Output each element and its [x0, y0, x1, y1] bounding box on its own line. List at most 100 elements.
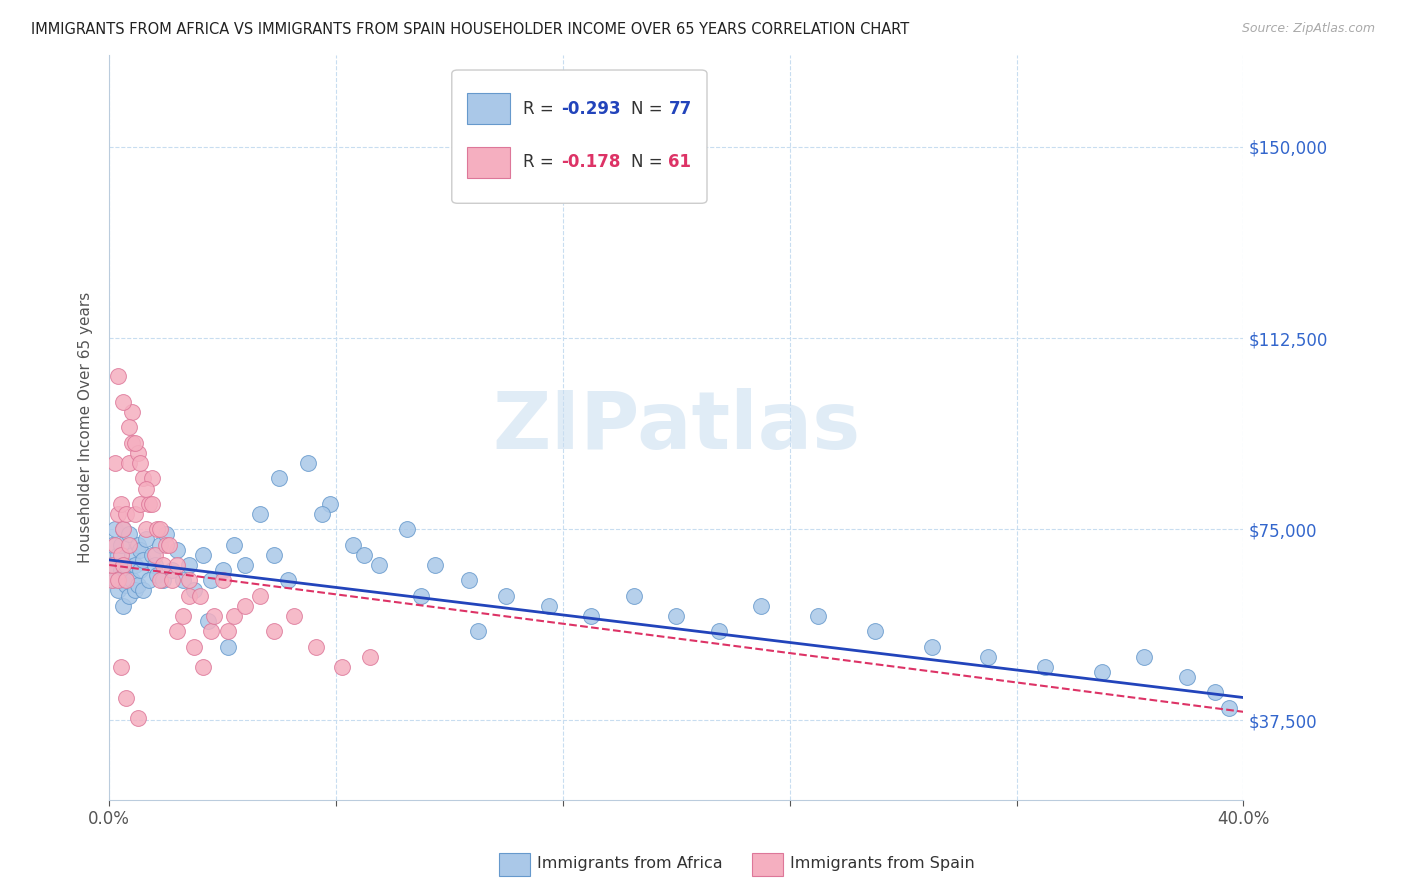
Text: IMMIGRANTS FROM AFRICA VS IMMIGRANTS FROM SPAIN HOUSEHOLDER INCOME OVER 65 YEARS: IMMIGRANTS FROM AFRICA VS IMMIGRANTS FRO…: [31, 22, 910, 37]
FancyBboxPatch shape: [451, 70, 707, 203]
Point: [152, 558, 174, 572]
Point: [537, 599, 560, 613]
Point: [141, 471, 163, 485]
Point: [132, 553, 155, 567]
Point: [110, 563, 132, 577]
Point: [411, 589, 433, 603]
Point: [121, 574, 143, 588]
Text: -0.178: -0.178: [561, 153, 620, 171]
Point: [319, 497, 342, 511]
Point: [149, 538, 172, 552]
Point: [211, 563, 233, 577]
Point: [112, 574, 135, 588]
Point: [623, 589, 645, 603]
Point: [211, 574, 233, 588]
Point: [305, 640, 328, 654]
Point: [135, 533, 157, 547]
Point: [124, 558, 146, 572]
Point: [101, 558, 124, 572]
Text: 77: 77: [668, 100, 692, 118]
Point: [107, 507, 129, 521]
Point: [118, 589, 141, 603]
Point: [177, 589, 200, 603]
Point: [183, 640, 205, 654]
Point: [146, 568, 169, 582]
Point: [107, 548, 129, 562]
Point: [467, 624, 489, 639]
Point: [104, 522, 127, 536]
Text: N =: N =: [631, 100, 668, 118]
Point: [141, 548, 163, 562]
Point: [110, 660, 132, 674]
Point: [101, 558, 124, 572]
Point: [129, 563, 152, 577]
Point: [249, 507, 271, 521]
Point: [235, 599, 257, 613]
Point: [395, 522, 418, 536]
Point: [132, 583, 155, 598]
Point: [118, 538, 141, 552]
Point: [112, 558, 135, 572]
Point: [581, 609, 603, 624]
Text: Immigrants from Spain: Immigrants from Spain: [790, 856, 974, 871]
Text: 61: 61: [668, 153, 692, 171]
Point: [138, 574, 160, 588]
Point: [269, 471, 291, 485]
Point: [135, 522, 157, 536]
Point: [921, 640, 943, 654]
Point: [751, 599, 773, 613]
Point: [665, 609, 688, 624]
Point: [104, 574, 127, 588]
Point: [127, 446, 149, 460]
Point: [110, 548, 132, 562]
Point: [127, 538, 149, 552]
Point: [104, 456, 127, 470]
Point: [143, 548, 166, 562]
Point: [200, 574, 222, 588]
Point: [707, 624, 730, 639]
Point: [124, 583, 146, 598]
Point: [263, 548, 285, 562]
Point: [172, 574, 194, 588]
Point: [124, 507, 146, 521]
Point: [977, 649, 1000, 664]
Point: [115, 507, 138, 521]
FancyBboxPatch shape: [467, 93, 509, 124]
Point: [222, 609, 245, 624]
Point: [121, 405, 143, 419]
Point: [110, 497, 132, 511]
Point: [112, 599, 135, 613]
Point: [177, 574, 200, 588]
Point: [146, 522, 169, 536]
Point: [118, 456, 141, 470]
Point: [202, 609, 225, 624]
Text: Immigrants from Africa: Immigrants from Africa: [537, 856, 723, 871]
Point: [115, 690, 138, 705]
Point: [311, 507, 333, 521]
Point: [104, 538, 127, 552]
Point: [1091, 665, 1114, 679]
Point: [277, 574, 299, 588]
Point: [297, 456, 319, 470]
Text: R =: R =: [523, 153, 560, 171]
Point: [425, 558, 447, 572]
Point: [217, 640, 239, 654]
Text: Source: ZipAtlas.com: Source: ZipAtlas.com: [1241, 22, 1375, 36]
Point: [152, 574, 174, 588]
Point: [101, 574, 124, 588]
FancyBboxPatch shape: [467, 146, 509, 178]
Point: [112, 394, 135, 409]
Point: [143, 558, 166, 572]
Point: [863, 624, 886, 639]
Point: [188, 589, 211, 603]
Point: [263, 624, 285, 639]
Point: [458, 574, 481, 588]
Point: [115, 558, 138, 572]
Point: [107, 583, 129, 598]
Point: [115, 574, 138, 588]
Point: [1204, 685, 1226, 699]
Point: [110, 538, 132, 552]
Point: [155, 527, 177, 541]
Point: [121, 435, 143, 450]
Text: R =: R =: [523, 100, 560, 118]
